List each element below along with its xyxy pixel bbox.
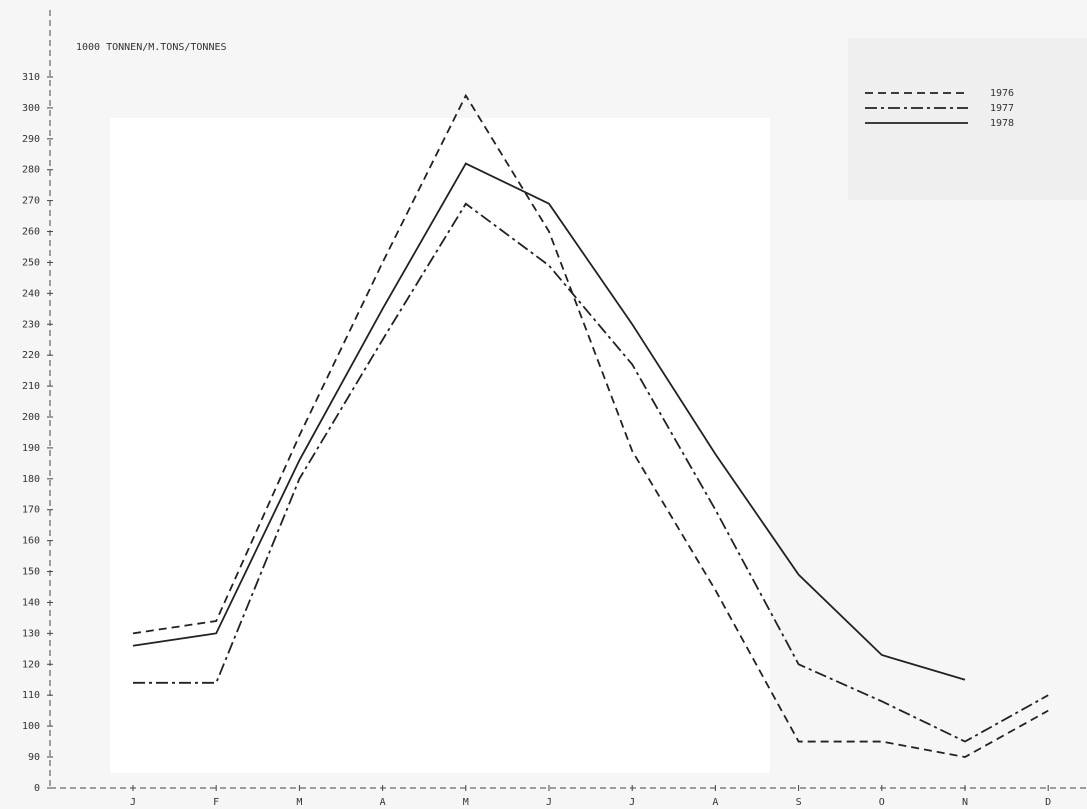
x-tick-label: D	[1045, 797, 1051, 808]
y-tick-label: 150	[22, 567, 40, 578]
y-tick-label: 180	[22, 474, 40, 485]
y-tick-label: 130	[22, 628, 40, 639]
y-tick-label: 220	[22, 350, 40, 361]
x-tick-label: S	[796, 797, 802, 808]
y-tick-label: 100	[22, 721, 40, 732]
y-tick-label: 230	[22, 319, 40, 330]
y-tick-label: 270	[22, 196, 40, 207]
series-line	[133, 202, 1049, 743]
y-tick-label: 0	[34, 783, 40, 794]
y-tick-label: 90	[28, 752, 40, 763]
plot-bg	[110, 118, 770, 773]
x-tick-label: J	[546, 797, 552, 808]
y-tick-label: 310	[22, 72, 40, 83]
legend-label: 1978	[990, 118, 1014, 129]
y-tick-label: 200	[22, 412, 40, 423]
legend-label: 1976	[990, 88, 1014, 99]
y-tick-label: 190	[22, 443, 40, 454]
y-tick-label: 280	[22, 165, 40, 176]
y-tick-label: 110	[22, 690, 40, 701]
y-tick-label: 140	[22, 597, 40, 608]
series-line	[132, 93, 1049, 758]
x-tick-label: A	[712, 797, 718, 808]
x-tick-label: M	[296, 797, 302, 808]
x-tick-label: M	[463, 797, 469, 808]
y-tick-label: 120	[22, 659, 40, 670]
x-tick-label: J	[130, 797, 136, 808]
y-tick-label: 260	[22, 227, 40, 238]
legend-label: 1977	[990, 103, 1014, 114]
legend-bg	[848, 38, 1087, 200]
y-tick-label: 160	[22, 536, 40, 547]
x-tick-label: F	[213, 797, 219, 808]
y-tick-label: 240	[22, 288, 40, 299]
x-tick-label: N	[962, 797, 968, 808]
y-tick-label: 250	[22, 257, 40, 268]
x-tick-label: A	[380, 797, 386, 808]
x-tick-label: J	[629, 797, 635, 808]
y-tick-label: 210	[22, 381, 40, 392]
y-tick-label: 300	[22, 103, 40, 114]
y-tick-label: 290	[22, 134, 40, 145]
chart-title: 1000 TONNEN/M.TONS/TONNES	[76, 42, 227, 53]
x-tick-label: O	[879, 797, 885, 808]
y-tick-label: 170	[22, 505, 40, 516]
series-line	[132, 162, 966, 681]
